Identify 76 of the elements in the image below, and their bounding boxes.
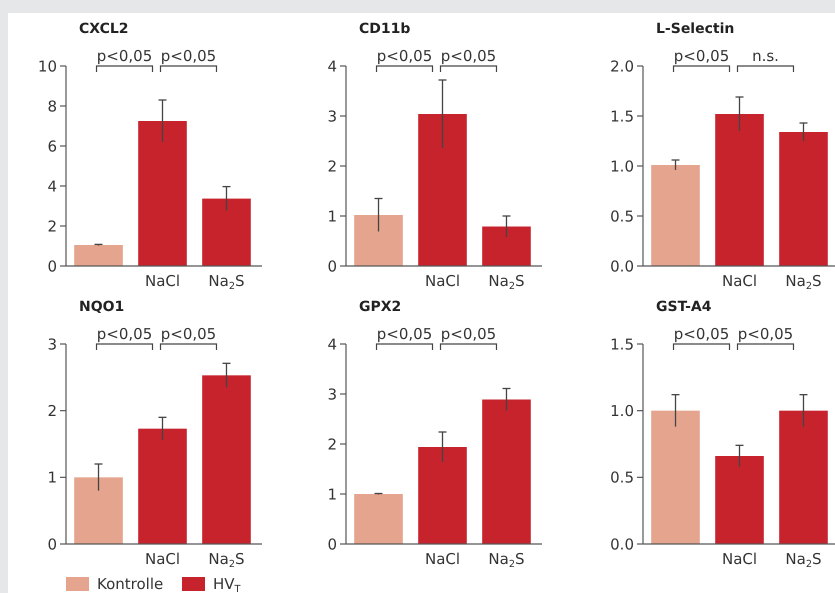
x-tick-label: Na$_{2}$S xyxy=(488,550,525,570)
text: p<0,05 xyxy=(674,325,730,343)
bar xyxy=(715,114,764,266)
text: p<0,05 xyxy=(440,325,496,343)
x-tick-label: NaCl xyxy=(144,272,180,290)
bar xyxy=(74,245,123,266)
chart-title: GST-A4 xyxy=(656,299,712,315)
y-tick-label: 2 xyxy=(327,435,337,454)
bar xyxy=(418,114,467,266)
y-tick-label: 1 xyxy=(47,468,57,487)
x-tick-label: NaCl xyxy=(424,550,460,568)
y-tick-label: 1 xyxy=(327,207,337,226)
y-tick-label: 0.5 xyxy=(610,207,634,226)
y-tick-label: 4 xyxy=(327,57,337,76)
x-tick-label: Na$_{2}$S xyxy=(785,272,822,292)
bar xyxy=(354,494,403,544)
y-tick-label: 3 xyxy=(47,335,57,354)
y-tick-label: 0.0 xyxy=(610,257,634,276)
text: p<0,05 xyxy=(160,47,216,65)
x-tick-label: NaCl xyxy=(722,272,758,290)
bar xyxy=(651,165,700,266)
x-tick-label: NaCl xyxy=(144,550,180,568)
bar xyxy=(354,215,403,266)
text: p<0,05 xyxy=(738,325,794,343)
chart-title: L-Selectin xyxy=(656,21,734,37)
y-tick-label: 0.0 xyxy=(610,535,634,554)
y-tick-label: 4 xyxy=(47,177,57,196)
bar xyxy=(138,428,187,544)
y-tick-label: 3 xyxy=(327,107,337,126)
text: p<0,05 xyxy=(440,47,496,65)
y-tick-label: 0 xyxy=(327,257,337,276)
bar xyxy=(482,226,531,266)
y-tick-label: 10 xyxy=(38,57,57,76)
chart-title: GPX2 xyxy=(359,299,402,315)
x-tick-label: Na$_{2}$S xyxy=(208,272,245,292)
y-tick-label: 0.5 xyxy=(610,468,634,487)
y-tick-label: 6 xyxy=(47,137,57,156)
chart-title: CD11b xyxy=(359,21,410,37)
x-tick-label: Na$_{2}$S xyxy=(208,550,245,570)
y-tick-label: 1 xyxy=(327,485,337,504)
y-tick-label: 1.5 xyxy=(610,107,634,126)
x-tick-label: NaCl xyxy=(722,550,758,568)
y-tick-label: 2 xyxy=(47,217,57,236)
y-tick-label: 2.0 xyxy=(610,57,634,76)
y-tick-label: 2 xyxy=(47,402,57,420)
y-tick-label: 1.0 xyxy=(610,402,634,420)
y-tick-label: 4 xyxy=(327,335,337,354)
x-tick-label: NaCl xyxy=(424,272,460,290)
bar xyxy=(74,477,123,544)
bar xyxy=(482,400,531,544)
y-tick-label: 8 xyxy=(47,97,57,116)
text: p<0,05 xyxy=(674,47,730,65)
chart-title: CXCL2 xyxy=(79,21,129,37)
text: p<0,05 xyxy=(376,325,432,343)
bar xyxy=(138,121,187,266)
x-tick-label: Na$_{2}$S xyxy=(785,550,822,570)
text: n.s. xyxy=(752,47,779,65)
text: p<0,05 xyxy=(376,47,432,65)
text: p<0,05 xyxy=(160,325,216,343)
text: p<0,05 xyxy=(96,325,152,343)
legend-label: Kontrolle xyxy=(97,575,164,593)
y-tick-label: 1.5 xyxy=(610,335,634,354)
y-tick-label: 0 xyxy=(47,535,57,554)
x-tick-label: Na$_{2}$S xyxy=(488,272,525,292)
chart-title: NQO1 xyxy=(79,299,124,315)
bar xyxy=(202,198,251,266)
y-tick-label: 0 xyxy=(47,257,57,276)
bar xyxy=(202,375,251,544)
bar xyxy=(418,447,467,544)
bar xyxy=(779,132,828,266)
y-tick-label: 3 xyxy=(327,385,337,404)
text: p<0,05 xyxy=(96,47,152,65)
y-tick-label: 1.0 xyxy=(610,157,634,176)
y-tick-label: 0 xyxy=(327,535,337,554)
legend-label: HV$_{T}$ xyxy=(213,575,241,593)
y-tick-label: 2 xyxy=(327,157,337,176)
